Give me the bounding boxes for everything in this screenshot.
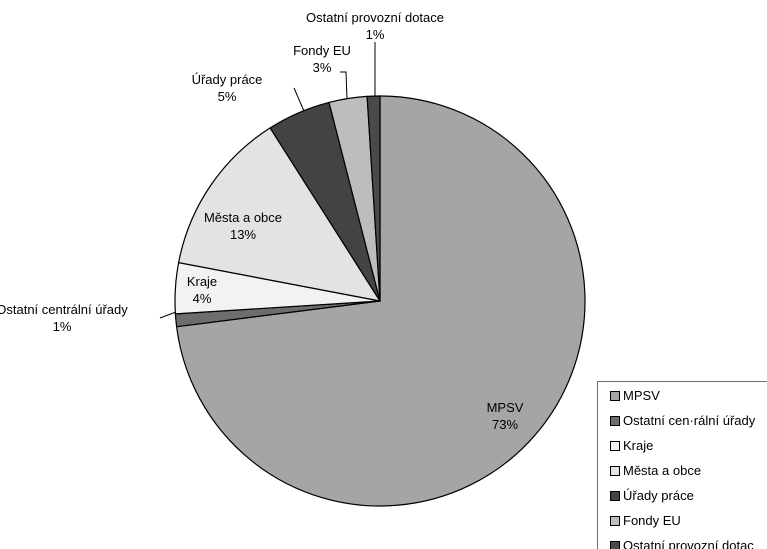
legend-item-fondy-eu: Fondy EU xyxy=(610,511,681,531)
pie-slice-mpsv xyxy=(175,95,586,507)
legend-swatch xyxy=(610,466,620,476)
pie-slice-ostatni-provozni-dotace xyxy=(366,95,381,302)
legend-item-mesta-a-obce: Města a obce xyxy=(610,461,701,481)
legend-label: Ostatní provozní dotac xyxy=(623,538,754,549)
legend-swatch xyxy=(610,441,620,451)
slice-label-ostatni-provozni-dotace: Ostatní provozní dotace xyxy=(306,10,444,25)
legend-label: Kraje xyxy=(623,438,654,453)
slice-label-mesta-a-obce: Města a obce xyxy=(204,210,282,225)
leader-line-urady-prace xyxy=(293,87,305,112)
leader-line-ostatni-centralni-urady xyxy=(159,311,177,319)
slice-value-fondy-eu: 3% xyxy=(313,60,332,75)
legend-swatch xyxy=(610,416,620,426)
slice-value-ostatni-provozni-dotace: 1% xyxy=(366,27,385,42)
slice-value-mesta-a-obce: 13% xyxy=(230,227,256,242)
legend-item-ostatni-provozni-dotace: Ostatní provozní dotac xyxy=(610,536,754,549)
slice-label-urady-prace: Úřady práce xyxy=(192,72,263,87)
pie-slice-mesta-a-obce xyxy=(177,127,382,302)
slice-label-fondy-eu: Fondy EU xyxy=(293,43,351,58)
slice-value-kraje: 4% xyxy=(193,291,212,306)
slice-label-mpsv: MPSV xyxy=(487,400,524,415)
legend-swatch xyxy=(610,491,620,501)
legend-swatch xyxy=(610,391,620,401)
leader-line-fondy-eu xyxy=(340,71,348,100)
legend-item-mpsv: MPSV xyxy=(610,386,660,406)
slice-value-urady-prace: 5% xyxy=(218,89,237,104)
legend-label: Úřady práce xyxy=(623,488,694,503)
slice-label-kraje: Kraje xyxy=(187,274,217,289)
slice-value-mpsv: 73% xyxy=(492,417,518,432)
legend-item-ostatni-centralni-urady: Ostatní cen·rální úřady xyxy=(610,411,755,431)
legend-label: Fondy EU xyxy=(623,513,681,528)
legend-label: Ostatní cen·rální úřady xyxy=(623,413,756,428)
slice-label-ostatni-centralni-urady: Ostatní centrální úřady xyxy=(0,302,128,317)
slice-value-ostatni-centralni-urady: 1% xyxy=(53,319,72,334)
legend-swatch xyxy=(610,541,620,549)
legend-item-urady-prace: Úřady práce xyxy=(610,486,694,506)
legend-item-kraje: Kraje xyxy=(610,436,653,456)
legend-swatch xyxy=(610,516,620,526)
legend-label: Města a obce xyxy=(623,463,702,478)
legend-label: MPSV xyxy=(623,388,660,403)
chart-legend: MPSV Ostatní cen·rální úřady Kraje Města… xyxy=(597,381,767,549)
